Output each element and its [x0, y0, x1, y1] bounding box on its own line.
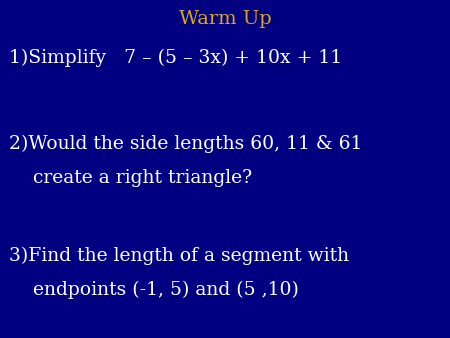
Text: Warm Up: Warm Up: [179, 10, 271, 28]
Text: 2)Would the side lengths 60, 11 & 61: 2)Would the side lengths 60, 11 & 61: [9, 135, 362, 153]
Text: endpoints (-1, 5) and (5 ,10): endpoints (-1, 5) and (5 ,10): [9, 281, 299, 299]
Text: 3)Find the length of a segment with: 3)Find the length of a segment with: [9, 247, 349, 265]
Text: create a right triangle?: create a right triangle?: [9, 169, 252, 187]
Text: 1)Simplify   7 – (5 – 3x) + 10x + 11: 1)Simplify 7 – (5 – 3x) + 10x + 11: [9, 49, 342, 67]
